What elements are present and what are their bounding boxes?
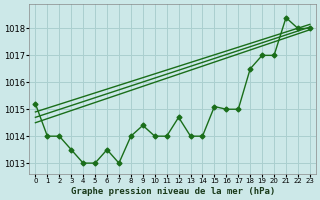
X-axis label: Graphe pression niveau de la mer (hPa): Graphe pression niveau de la mer (hPa) <box>70 187 275 196</box>
